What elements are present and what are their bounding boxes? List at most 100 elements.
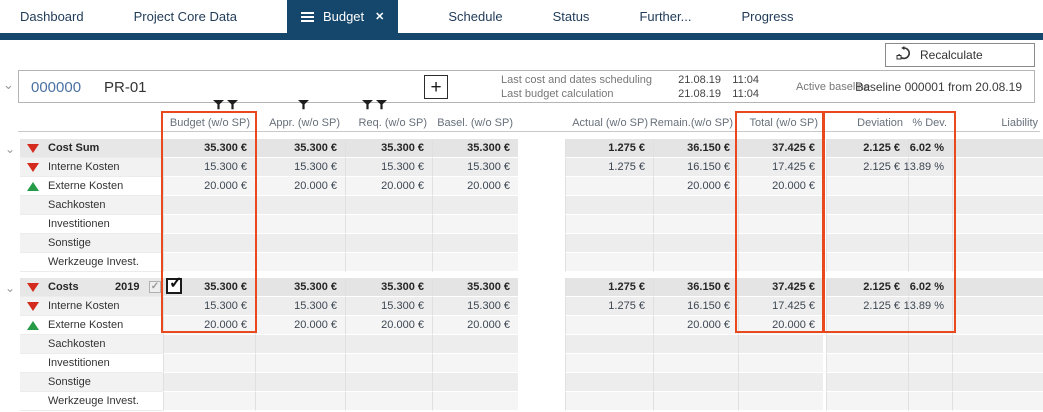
cell-deviation[interactable] [826,234,908,253]
cell-appr[interactable] [255,392,345,411]
cell-remain[interactable]: 20.000 € [653,177,738,196]
cell-deviation[interactable] [826,177,908,196]
cell-deviation[interactable]: 2.125 € [826,158,908,177]
cell-remain[interactable] [653,392,738,411]
cell-budget[interactable] [163,335,255,354]
cell-budget[interactable] [163,373,255,392]
filter-icon[interactable] [298,100,309,110]
cell-liability[interactable] [952,139,1043,158]
cell-total[interactable]: 20.000 € [738,177,823,196]
row-label-cell[interactable]: Externe Kosten [20,316,163,335]
cell-pdev[interactable] [908,234,952,253]
cell-total[interactable] [738,354,823,373]
cell-liability[interactable] [952,392,1043,411]
cell-remain[interactable] [653,373,738,392]
cell-basel[interactable] [432,215,518,234]
column-header-req[interactable]: Req. (w/o SP) [358,116,427,129]
cell-appr[interactable]: 15.300 € [255,297,345,316]
tab-further[interactable]: Further... [639,9,692,24]
add-button[interactable]: + [424,75,448,99]
cell-pdev[interactable]: 13.89 % [904,297,952,316]
cell-actual[interactable] [565,234,653,253]
tab-budget[interactable]: Budget ✕ [286,0,399,33]
cell-pdev[interactable]: 6.02 % [908,278,952,297]
cell-deviation[interactable] [826,392,908,411]
cell-total[interactable] [738,335,823,354]
cell-req[interactable] [345,215,432,234]
group-expander-icon[interactable]: ⌄ [4,280,16,295]
cell-req[interactable]: 20.000 € [345,177,432,196]
project-name[interactable]: PR-01 [104,79,147,96]
cell-remain[interactable] [653,215,738,234]
column-header-appr[interactable]: Appr. (w/o SP) [269,116,340,129]
cell-total[interactable] [738,234,823,253]
filter-icon[interactable] [376,100,387,110]
cell-liability[interactable] [952,278,1043,297]
cell-actual[interactable] [565,215,653,234]
cell-basel[interactable] [432,335,518,354]
cell-pdev[interactable] [908,253,952,272]
cell-deviation[interactable]: 2.125 € [826,278,908,297]
cell-pdev[interactable] [908,373,952,392]
cell-budget[interactable]: 35.300 € [163,139,255,158]
column-header-basel[interactable]: Basel. (w/o SP) [437,116,513,129]
cell-appr[interactable]: 15.300 € [255,158,345,177]
cell-basel[interactable] [432,373,518,392]
cell-req[interactable]: 35.300 € [345,139,432,158]
cell-total[interactable] [738,373,823,392]
cell-liability[interactable] [952,297,1043,316]
cell-liability[interactable] [952,215,1043,234]
cell-liability[interactable] [952,354,1043,373]
cell-basel[interactable]: 20.000 € [432,316,518,335]
row-label-cell[interactable]: Sonstige [20,234,163,253]
cell-budget[interactable] [163,215,255,234]
cell-appr[interactable] [255,354,345,373]
cell-deviation[interactable] [826,373,908,392]
cell-remain[interactable] [653,354,738,373]
tab-schedule[interactable]: Schedule [448,9,503,24]
cell-pdev[interactable]: 6.02 % [908,139,952,158]
cell-remain[interactable]: 20.000 € [653,316,738,335]
row-label-cell[interactable]: Externe Kosten [20,177,163,196]
cell-actual[interactable] [565,354,653,373]
row-label-cell[interactable]: Interne Kosten [20,158,163,177]
cell-remain[interactable]: 36.150 € [653,139,738,158]
tab-progress[interactable]: Progress [741,9,794,24]
cell-actual[interactable] [565,196,653,215]
group-label-cell[interactable]: Costs 2019 ✓ ✓ [20,275,182,297]
cell-deviation[interactable]: 2.125 € [826,297,908,316]
cell-deviation[interactable] [826,354,908,373]
tab-dashboard[interactable]: Dashboard [20,9,84,24]
cell-remain[interactable]: 16.150 € [653,297,738,316]
cell-basel[interactable]: 20.000 € [432,177,518,196]
group-expander-icon[interactable]: ⌄ [4,141,16,156]
baseline-value[interactable]: Baseline 000001 from 20.08.19 [855,80,1022,94]
cell-actual[interactable]: 1.275 € [565,139,653,158]
column-header-budget[interactable]: Budget (w/o SP) [169,116,250,129]
cell-total[interactable]: 20.000 € [738,316,823,335]
tab-project-core-data[interactable]: Project Core Data [133,9,237,24]
cell-appr[interactable] [255,335,345,354]
group-label-cell[interactable]: Cost Sum [20,139,163,158]
row-label-cell[interactable]: Sachkosten [20,335,163,354]
cell-budget[interactable]: 20.000 € [163,177,255,196]
cell-budget[interactable] [163,253,255,272]
cell-remain[interactable] [653,234,738,253]
cell-actual[interactable] [565,392,653,411]
column-header-total[interactable]: Total (w/o SP) [749,116,818,129]
cell-budget[interactable]: 35.300 € [163,278,255,297]
cell-pdev[interactable] [908,392,952,411]
cell-req[interactable] [345,196,432,215]
cell-req[interactable]: 15.300 € [345,297,432,316]
filter-icon[interactable] [362,100,373,110]
cell-budget[interactable]: 15.300 € [163,158,255,177]
column-header-deviation[interactable]: Deviation [857,116,903,129]
cell-remain[interactable] [653,253,738,272]
cell-actual[interactable] [565,316,653,335]
cell-liability[interactable] [952,253,1043,272]
cell-actual[interactable] [565,253,653,272]
column-header-actual[interactable]: Actual (w/o SP) [572,116,648,129]
cell-pdev[interactable] [908,335,952,354]
cell-budget[interactable] [163,234,255,253]
cell-budget[interactable] [163,196,255,215]
